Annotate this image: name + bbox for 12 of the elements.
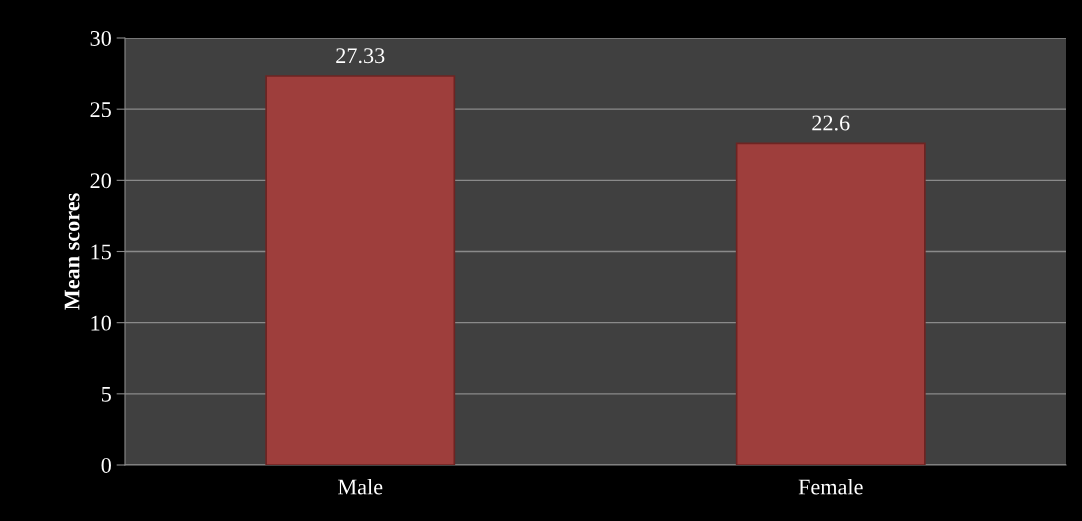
y-tick-label: 0 — [101, 457, 111, 473]
y-axis-title: Mean scores — [64, 193, 80, 310]
data-label: 22.6 — [812, 115, 850, 131]
y-tick-label: 25 — [90, 102, 111, 118]
y-tick-label: 10 — [91, 315, 111, 331]
y-tick-label: 15 — [91, 244, 111, 260]
x-tick-label: Female — [798, 478, 863, 495]
y-tick-label: 20 — [90, 173, 111, 189]
x-tick-label: Male — [338, 478, 383, 495]
y-tick-label: 30 — [90, 30, 111, 46]
data-label: 27.33 — [336, 48, 385, 64]
y-tick-label: 5 — [101, 386, 111, 402]
